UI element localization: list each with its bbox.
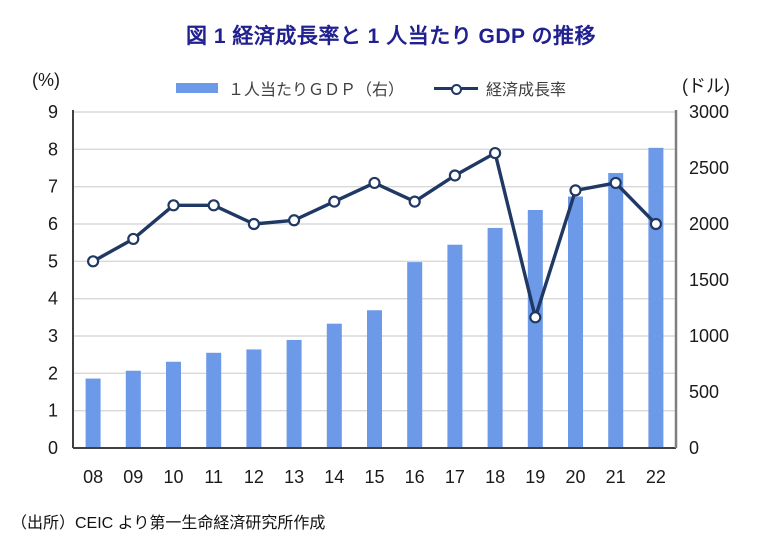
growth-marker-12 <box>247 217 260 231</box>
x-axis-tick-09: 09 <box>123 467 143 487</box>
left-axis-tick-7: 7 <box>48 177 58 197</box>
right-axis-tick-500: 500 <box>689 382 719 402</box>
gdp-bar-09 <box>125 370 141 448</box>
growth-marker-13 <box>288 214 301 227</box>
right-axis-tick-2000: 2000 <box>689 214 729 234</box>
left-axis-tick-4: 4 <box>48 289 58 309</box>
left-axis-tick-8: 8 <box>48 139 58 159</box>
left-axis-tick-5: 5 <box>48 251 58 271</box>
gdp-bar-14 <box>326 323 342 448</box>
x-axis-tick-19: 19 <box>525 467 545 487</box>
growth-marker-15 <box>368 176 381 190</box>
growth-marker-08 <box>86 255 100 268</box>
right-axis-tick-2500: 2500 <box>689 158 729 178</box>
x-axis-tick-08: 08 <box>83 467 103 487</box>
gdp-bar-18 <box>487 227 503 448</box>
growth-marker-11 <box>207 199 220 212</box>
x-axis-tick-22: 22 <box>646 467 666 487</box>
left-axis-tick-9: 9 <box>48 102 58 122</box>
left-axis-tick-0: 0 <box>48 438 58 458</box>
growth-marker-14 <box>328 195 341 208</box>
x-axis-tick-15: 15 <box>364 467 384 487</box>
growth-marker-16 <box>408 195 421 208</box>
gdp-bar-12 <box>246 349 262 448</box>
chart-legend: １人当たりＧＤＰ（右） 経済成長率 <box>176 76 566 100</box>
gdp-bar-21 <box>608 173 624 449</box>
growth-marker-20 <box>569 184 582 197</box>
x-axis-tick-18: 18 <box>485 467 505 487</box>
left-axis-tick-6: 6 <box>48 214 58 234</box>
growth-line-legend-circle-icon <box>451 83 463 95</box>
gdp-bar-08 <box>85 378 101 448</box>
gdp-bar-13 <box>286 339 302 448</box>
gdp-bar-19 <box>527 210 543 448</box>
x-axis-tick-17: 17 <box>445 467 465 487</box>
left-axis-unit-label: (%) <box>32 70 60 90</box>
right-axis-unit-label: (ドル) <box>682 76 730 96</box>
gdp-bar-10 <box>166 361 181 448</box>
figure-title: 図 1 経済成長率と 1 人当たり GDP の推移 <box>186 25 596 48</box>
left-axis-tick-2: 2 <box>48 363 58 383</box>
growth-marker-17 <box>448 169 461 182</box>
gdp-bar-20 <box>568 196 583 448</box>
x-axis-tick-21: 21 <box>606 467 626 487</box>
growth-marker-10 <box>167 199 180 212</box>
growth-marker-19 <box>529 311 542 324</box>
growth-line-legend-label: 経済成長率 <box>486 82 567 99</box>
gdp-bar-15 <box>367 310 382 448</box>
source-note: （出所）CEIC より第一生命経済研究所作成 <box>11 515 326 532</box>
x-axis-tick-12: 12 <box>244 467 264 487</box>
x-axis-tick-20: 20 <box>565 467 585 487</box>
x-axis-tick-10: 10 <box>163 467 183 487</box>
growth-marker-22 <box>649 217 663 231</box>
growth-marker-18 <box>489 146 502 160</box>
x-axis-tick-14: 14 <box>324 467 344 487</box>
growth-marker-09 <box>127 232 140 246</box>
gdp-bar-legend-swatch <box>176 83 218 93</box>
right-axis-tick-1500: 1500 <box>689 270 729 290</box>
gdp-bar-22 <box>648 147 664 448</box>
growth-marker-21 <box>609 176 622 190</box>
growth-line-legend-marker <box>434 83 479 95</box>
left-axis-tick-1: 1 <box>48 401 58 421</box>
gdp-bar-11 <box>206 352 222 448</box>
gdp-bar-16 <box>407 262 423 448</box>
x-axis-tick-16: 16 <box>405 467 425 487</box>
right-axis-tick-1000: 1000 <box>689 326 729 346</box>
x-axis-tick-11: 11 <box>204 467 223 487</box>
gdp-bar-legend-label: １人当たりＧＤＰ（右） <box>228 82 405 99</box>
right-axis-tick-0: 0 <box>689 438 699 458</box>
x-axis-tick-13: 13 <box>284 467 304 487</box>
gdp-bar-17 <box>447 244 463 448</box>
right-axis-tick-3000: 3000 <box>689 102 729 122</box>
left-axis-tick-3: 3 <box>48 326 58 346</box>
